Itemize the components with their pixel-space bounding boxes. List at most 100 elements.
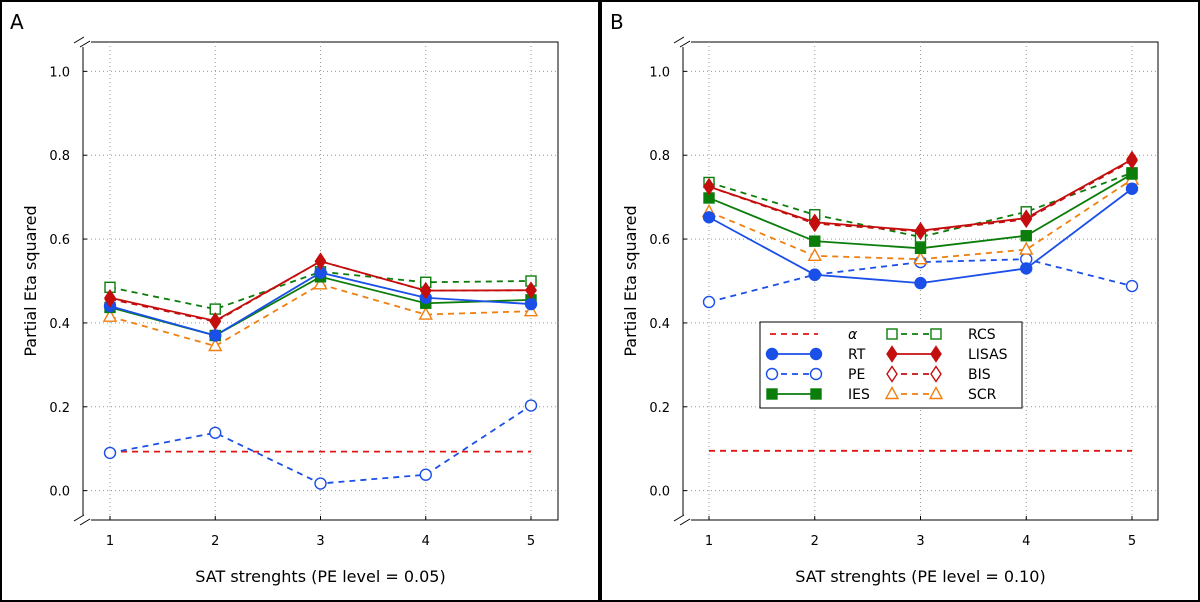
axis-break-mark: [673, 36, 685, 44]
legend-marker-lisas: [886, 345, 898, 363]
y-tick-label: 0.8: [649, 149, 670, 164]
data-point-scr: [102, 308, 118, 322]
data-point-lisas: [914, 221, 927, 240]
data-point-pe: [419, 468, 432, 481]
axis-break-gap: [75, 515, 91, 525]
x-tick-label: 3: [316, 534, 324, 549]
legend-marker-scr: [928, 386, 944, 400]
y-tick-label: 0.6: [649, 233, 670, 248]
axis-break-mark: [73, 514, 85, 522]
panel-frame: [600, 0, 1200, 602]
axis-break-mark: [73, 36, 85, 44]
panel-letter: B: [610, 10, 624, 34]
legend-label-alpha: α: [848, 327, 858, 343]
series-line-scr: [109, 283, 532, 347]
y-tick-label: 0.4: [49, 317, 70, 332]
legend-label-ies: IES: [848, 387, 870, 403]
data-point-pe: [103, 446, 117, 460]
x-axis-label: SAT strenghts (PE level = 0.10): [795, 567, 1045, 586]
data-point-lisas: [808, 213, 821, 232]
panel-b: B 1 2 3 4 5 0.0 0.2 0.4 0.6 0.8 1.0 SAT strenghts (P…: [600, 0, 1200, 602]
y-tick-label: 0.2: [49, 401, 70, 416]
data-point-rt: [209, 329, 222, 342]
legend-label-rt: RT: [848, 347, 866, 363]
axis-break-mark: [673, 514, 685, 522]
y-tick-label: 0.2: [649, 401, 670, 416]
data-point-scr: [1019, 241, 1034, 255]
y-tick-label: 0.6: [49, 233, 70, 248]
legend-label-scr: SCR: [968, 387, 997, 403]
data-point-lisas: [1020, 209, 1033, 227]
legend-marker-pe: [765, 367, 779, 381]
axis-break-gap: [75, 37, 91, 47]
data-point-pe: [1125, 279, 1139, 293]
data-point-scr: [807, 247, 822, 262]
series-line-bis: [109, 260, 532, 323]
legend-marker-lisas: [930, 345, 942, 363]
legend-marker-ies: [810, 388, 822, 400]
data-point-lisas: [525, 281, 537, 299]
series-line-pe: [708, 258, 1133, 303]
legend-label-bis: BIS: [968, 367, 991, 383]
x-axis-label: SAT strenghts (PE level = 0.05): [195, 567, 445, 586]
x-tick-label: 1: [106, 534, 114, 549]
legend-marker-rcs: [930, 328, 942, 340]
data-point-rt: [524, 297, 538, 311]
x-tick-label: 2: [811, 534, 819, 549]
legend-label-rcs: RCS: [968, 327, 996, 343]
axis-break-gap: [675, 515, 691, 525]
x-tick-label: 4: [422, 534, 430, 549]
y-tick-label: 0.0: [49, 485, 70, 500]
y-tick-label: 1.0: [49, 65, 70, 80]
y-axis-label: Partial Eta squared: [21, 205, 40, 356]
data-point-rt: [1020, 262, 1033, 275]
panel-frame: [0, 0, 600, 602]
panel-letter: A: [10, 10, 24, 34]
legend-marker-ies: [766, 388, 778, 400]
x-tick-label: 1: [705, 534, 713, 549]
data-point-rt: [702, 211, 716, 224]
data-point-ies: [809, 235, 821, 247]
legend-marker-rcs: [886, 328, 898, 340]
legend-label-lisas: LISAS: [968, 347, 1008, 363]
legend-marker-bis: [930, 365, 942, 383]
legend-marker-rt: [765, 347, 779, 361]
data-point-rt: [914, 276, 927, 290]
data-point-ies: [914, 242, 927, 254]
legend: α RT PE IES RCS LISAS BIS SCR: [759, 321, 1023, 409]
data-point-lisas: [314, 252, 327, 271]
y-tick-label: 0.0: [649, 485, 670, 500]
x-tick-label: 3: [916, 534, 924, 549]
axis-break-mark: [79, 518, 91, 526]
series-line-rcs: [109, 270, 532, 311]
y-tick-label: 0.8: [49, 149, 70, 164]
legend-marker-bis: [886, 365, 898, 383]
x-tick-label: 4: [1022, 534, 1030, 549]
data-point-ies: [1126, 168, 1138, 180]
y-axis-label: Partial Eta squared: [621, 205, 640, 356]
data-point-pe: [209, 426, 222, 439]
data-point-rt: [808, 268, 821, 281]
legend-label-pe: PE: [848, 367, 865, 383]
data-point-scr: [313, 276, 328, 290]
data-point-lisas: [703, 177, 715, 196]
data-point-lisas: [1126, 150, 1138, 169]
x-tick-label: 5: [527, 534, 535, 549]
panel-a: A 1 2 3 4 5 0.0 0.2 0.4 0.6 0.8 1.0 SAT strenghts (P…: [0, 0, 600, 602]
data-point-scr: [208, 338, 223, 352]
legend-marker-scr: [884, 386, 900, 400]
series-line-bis: [708, 159, 1133, 233]
data-point-scr: [913, 251, 928, 265]
y-tick-label: 1.0: [649, 65, 670, 80]
legend-marker-rt: [809, 347, 823, 361]
data-point-pe: [314, 477, 327, 490]
x-tick-label: 2: [211, 534, 219, 549]
data-point-pe: [524, 399, 538, 412]
data-point-rt: [1125, 182, 1139, 195]
x-tick-label: 5: [1128, 534, 1136, 549]
axis-break-mark: [679, 40, 691, 48]
series-line-pe: [109, 404, 532, 485]
data-point-scr: [418, 306, 433, 320]
data-point-lisas: [104, 289, 116, 307]
data-point-pe: [702, 295, 716, 309]
